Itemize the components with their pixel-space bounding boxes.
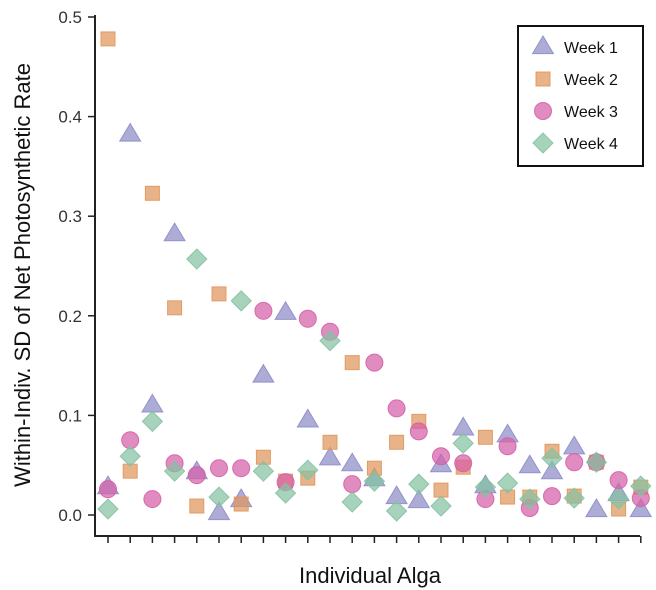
data-point [607, 488, 630, 510]
data-point [565, 453, 584, 472]
data-point [430, 495, 452, 517]
data-point [365, 353, 384, 372]
data-point [563, 487, 585, 509]
data-point [252, 363, 275, 383]
y-axis-label: Within-Indiv. SD of Net Photosynthetic R… [10, 63, 35, 487]
data-point [144, 185, 160, 201]
legend-label: Week 3 [564, 104, 618, 121]
data-point [274, 300, 297, 320]
data-point [363, 470, 386, 492]
data-point [186, 248, 208, 270]
data-point [232, 459, 251, 478]
data-point [433, 482, 449, 498]
legend-marker [532, 132, 554, 154]
data-point [585, 451, 608, 473]
data-point [477, 429, 493, 445]
data-point [609, 471, 628, 490]
y-axis: 0.0 0.1 0.2 0.3 0.4 0.5 [58, 8, 96, 536]
data-point [630, 475, 652, 497]
data-point [141, 410, 164, 433]
data-point [340, 452, 364, 472]
data-point [387, 399, 406, 418]
data-point [274, 482, 297, 504]
data-point [409, 422, 428, 441]
y-tick-label: 0.0 [58, 506, 82, 525]
data-point [385, 500, 408, 522]
data-point [518, 454, 542, 474]
data-point [496, 472, 519, 494]
legend-marker [535, 71, 551, 87]
y-tick-label: 0.5 [58, 8, 82, 27]
data-point [118, 122, 142, 142]
data-point [163, 460, 186, 482]
data-point [322, 434, 338, 450]
data-point [296, 408, 320, 428]
data-point [432, 447, 450, 466]
data-point [407, 489, 431, 509]
data-point [233, 496, 249, 512]
data-point [208, 486, 230, 508]
data-point [454, 454, 473, 473]
x-axis-label: Individual Alga [299, 563, 442, 588]
y-tick-label: 0.4 [58, 108, 82, 127]
data-point [543, 487, 561, 506]
legend: Week 1 Week 2 Week 3 Week 4 [517, 25, 644, 167]
y-tick-label: 0.1 [58, 406, 82, 425]
data-point [540, 460, 564, 480]
data-point [143, 490, 162, 509]
data-point [297, 459, 319, 481]
data-point [210, 459, 228, 478]
data-point [585, 498, 608, 518]
legend-marker [531, 35, 555, 55]
data-point [189, 498, 205, 514]
data-point [230, 290, 252, 312]
data-point [344, 355, 360, 371]
data-point [167, 300, 183, 316]
plot-area [96, 31, 653, 522]
data-point [341, 491, 363, 513]
data-point [408, 473, 430, 495]
data-point [163, 222, 186, 242]
data-point [474, 476, 497, 498]
data-point [252, 460, 275, 482]
data-point [541, 447, 563, 469]
data-point [629, 498, 653, 518]
data-point [119, 445, 141, 467]
data-point [187, 466, 206, 485]
y-tick-label: 0.2 [58, 307, 82, 326]
data-point [254, 301, 273, 320]
data-point [100, 31, 116, 47]
data-point [97, 498, 119, 520]
data-point [498, 437, 517, 456]
data-point [318, 446, 342, 466]
data-point [207, 501, 231, 521]
data-point [343, 475, 362, 494]
legend-label: Week 4 [564, 136, 618, 153]
data-point [99, 480, 117, 499]
data-point [389, 434, 405, 450]
legend-label: Week 1 [564, 40, 618, 57]
data-point [319, 329, 341, 352]
legend-marker [534, 102, 552, 120]
data-point [451, 416, 475, 436]
data-point [298, 309, 317, 328]
data-point [562, 435, 586, 455]
data-point [519, 488, 541, 510]
data-point [141, 393, 164, 413]
x-axis [94, 535, 642, 543]
y-tick-label: 0.3 [58, 207, 82, 226]
legend-label: Week 2 [564, 72, 618, 89]
data-point [211, 286, 227, 302]
series-week-4 [97, 248, 652, 522]
data-point [452, 432, 474, 454]
